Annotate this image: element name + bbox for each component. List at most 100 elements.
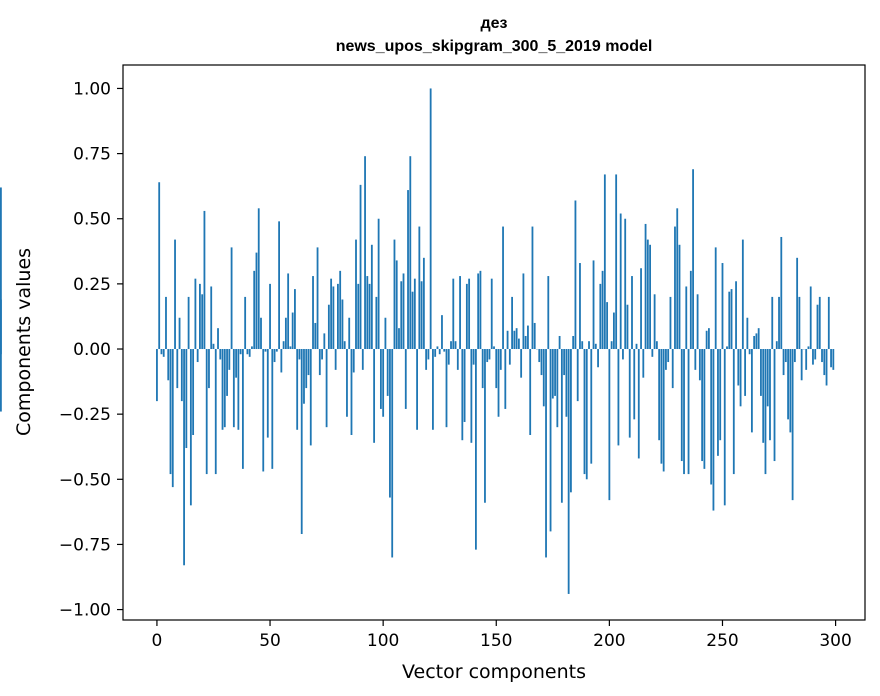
bar-247 [714, 247, 717, 350]
bar-272 [771, 296, 774, 350]
bar-56 [282, 341, 285, 350]
bar-102 [386, 349, 389, 396]
bar-139 [470, 349, 473, 443]
bar-66 [305, 349, 308, 389]
bar-279 [787, 349, 789, 420]
y-tick-label: 0.50 [73, 210, 111, 230]
bar-221 [655, 341, 658, 350]
bar-294 [821, 349, 823, 363]
bar-118 [422, 257, 425, 350]
bar-91 [361, 349, 364, 370]
bar-164 [527, 325, 529, 350]
bar-182 [567, 349, 570, 594]
bar-200 [608, 349, 611, 501]
bar-212 [635, 343, 638, 350]
bar-256 [735, 281, 737, 350]
bar-18 [196, 349, 199, 363]
bar-154 [504, 349, 507, 409]
bar-265 [755, 333, 758, 350]
x-tick-label: 50 [259, 631, 281, 651]
y-tick-label: 1.00 [73, 79, 111, 99]
bar-180 [563, 349, 566, 376]
x-tick-label: 250 [706, 631, 738, 651]
bar-130 [450, 341, 452, 350]
bar-157 [511, 296, 513, 350]
bar-282 [793, 349, 796, 363]
bar-230 [676, 208, 679, 350]
bar-270 [766, 349, 769, 407]
bar-37 [239, 349, 242, 355]
bar-93 [366, 276, 369, 350]
bar-229 [674, 226, 676, 350]
bar-75 [325, 349, 328, 428]
y-tick-label: 0.25 [73, 275, 111, 295]
plot-frame [122, 64, 866, 621]
bar-181 [565, 349, 568, 417]
bar-171 [542, 349, 545, 407]
x-tick-label: 0 [152, 631, 163, 651]
bar-152 [499, 349, 502, 370]
bar-243 [705, 330, 708, 350]
bar-246 [712, 349, 715, 511]
bar-25 [212, 343, 215, 350]
bar-160 [517, 338, 520, 350]
y-tick-label: −0.50 [59, 470, 111, 490]
bar-208 [626, 304, 629, 350]
bar-227 [669, 296, 672, 350]
bar-55 [280, 349, 283, 373]
x-axis-label: Vector components [402, 661, 586, 683]
bar-260 [744, 349, 747, 396]
bar-231 [678, 244, 681, 350]
bar-296 [825, 349, 828, 386]
bar-217 [646, 239, 649, 350]
bar-140 [472, 349, 475, 365]
bar-288 [807, 346, 810, 350]
bar-50 [269, 283, 271, 350]
bar-94 [368, 283, 371, 350]
bar-224 [662, 349, 665, 472]
bar-112 [409, 156, 412, 350]
bar-199 [606, 302, 609, 350]
bar-117 [420, 281, 423, 350]
bar-8 [174, 239, 176, 350]
bar-223 [660, 349, 663, 464]
bar-98 [377, 218, 380, 350]
bar-293 [818, 296, 821, 350]
bar-206 [622, 349, 624, 360]
bar-1 [158, 182, 161, 350]
bar-109 [402, 273, 405, 350]
bar-277 [782, 349, 785, 376]
bar-196 [599, 283, 602, 350]
bar-161 [520, 349, 523, 378]
bar-87 [352, 349, 355, 373]
bar-111 [407, 190, 409, 350]
bar-280 [789, 349, 792, 433]
bar-252 [726, 346, 728, 350]
bar-258 [739, 349, 742, 407]
bar-2 [160, 349, 163, 355]
bar-46 [260, 317, 262, 350]
bar-80 [337, 283, 339, 350]
bar-269 [764, 349, 767, 475]
bar-49 [266, 349, 269, 438]
y-axis-ticks: −1.00 −0.75 −0.50 −0.25 0.00 0.25 0.50 0.75 1.00 [59, 79, 123, 621]
bar-295 [823, 349, 826, 376]
bar-142 [477, 273, 480, 350]
bar-236 [689, 270, 692, 350]
x-tick-label: 300 [819, 631, 851, 651]
bar-53 [275, 349, 278, 352]
bar-271 [769, 349, 771, 441]
bar-143 [479, 270, 482, 350]
bar-299 [832, 349, 835, 370]
bar-202 [612, 312, 615, 350]
bar-176 [554, 349, 556, 396]
bar-26 [214, 349, 217, 475]
bar-35 [235, 349, 238, 378]
bar-219 [651, 349, 654, 357]
bar-178 [558, 335, 561, 350]
bar-81 [339, 270, 342, 350]
bar-19 [199, 283, 201, 350]
bar-120 [427, 349, 430, 360]
bar-69 [312, 276, 314, 350]
bar-128 [445, 349, 448, 428]
